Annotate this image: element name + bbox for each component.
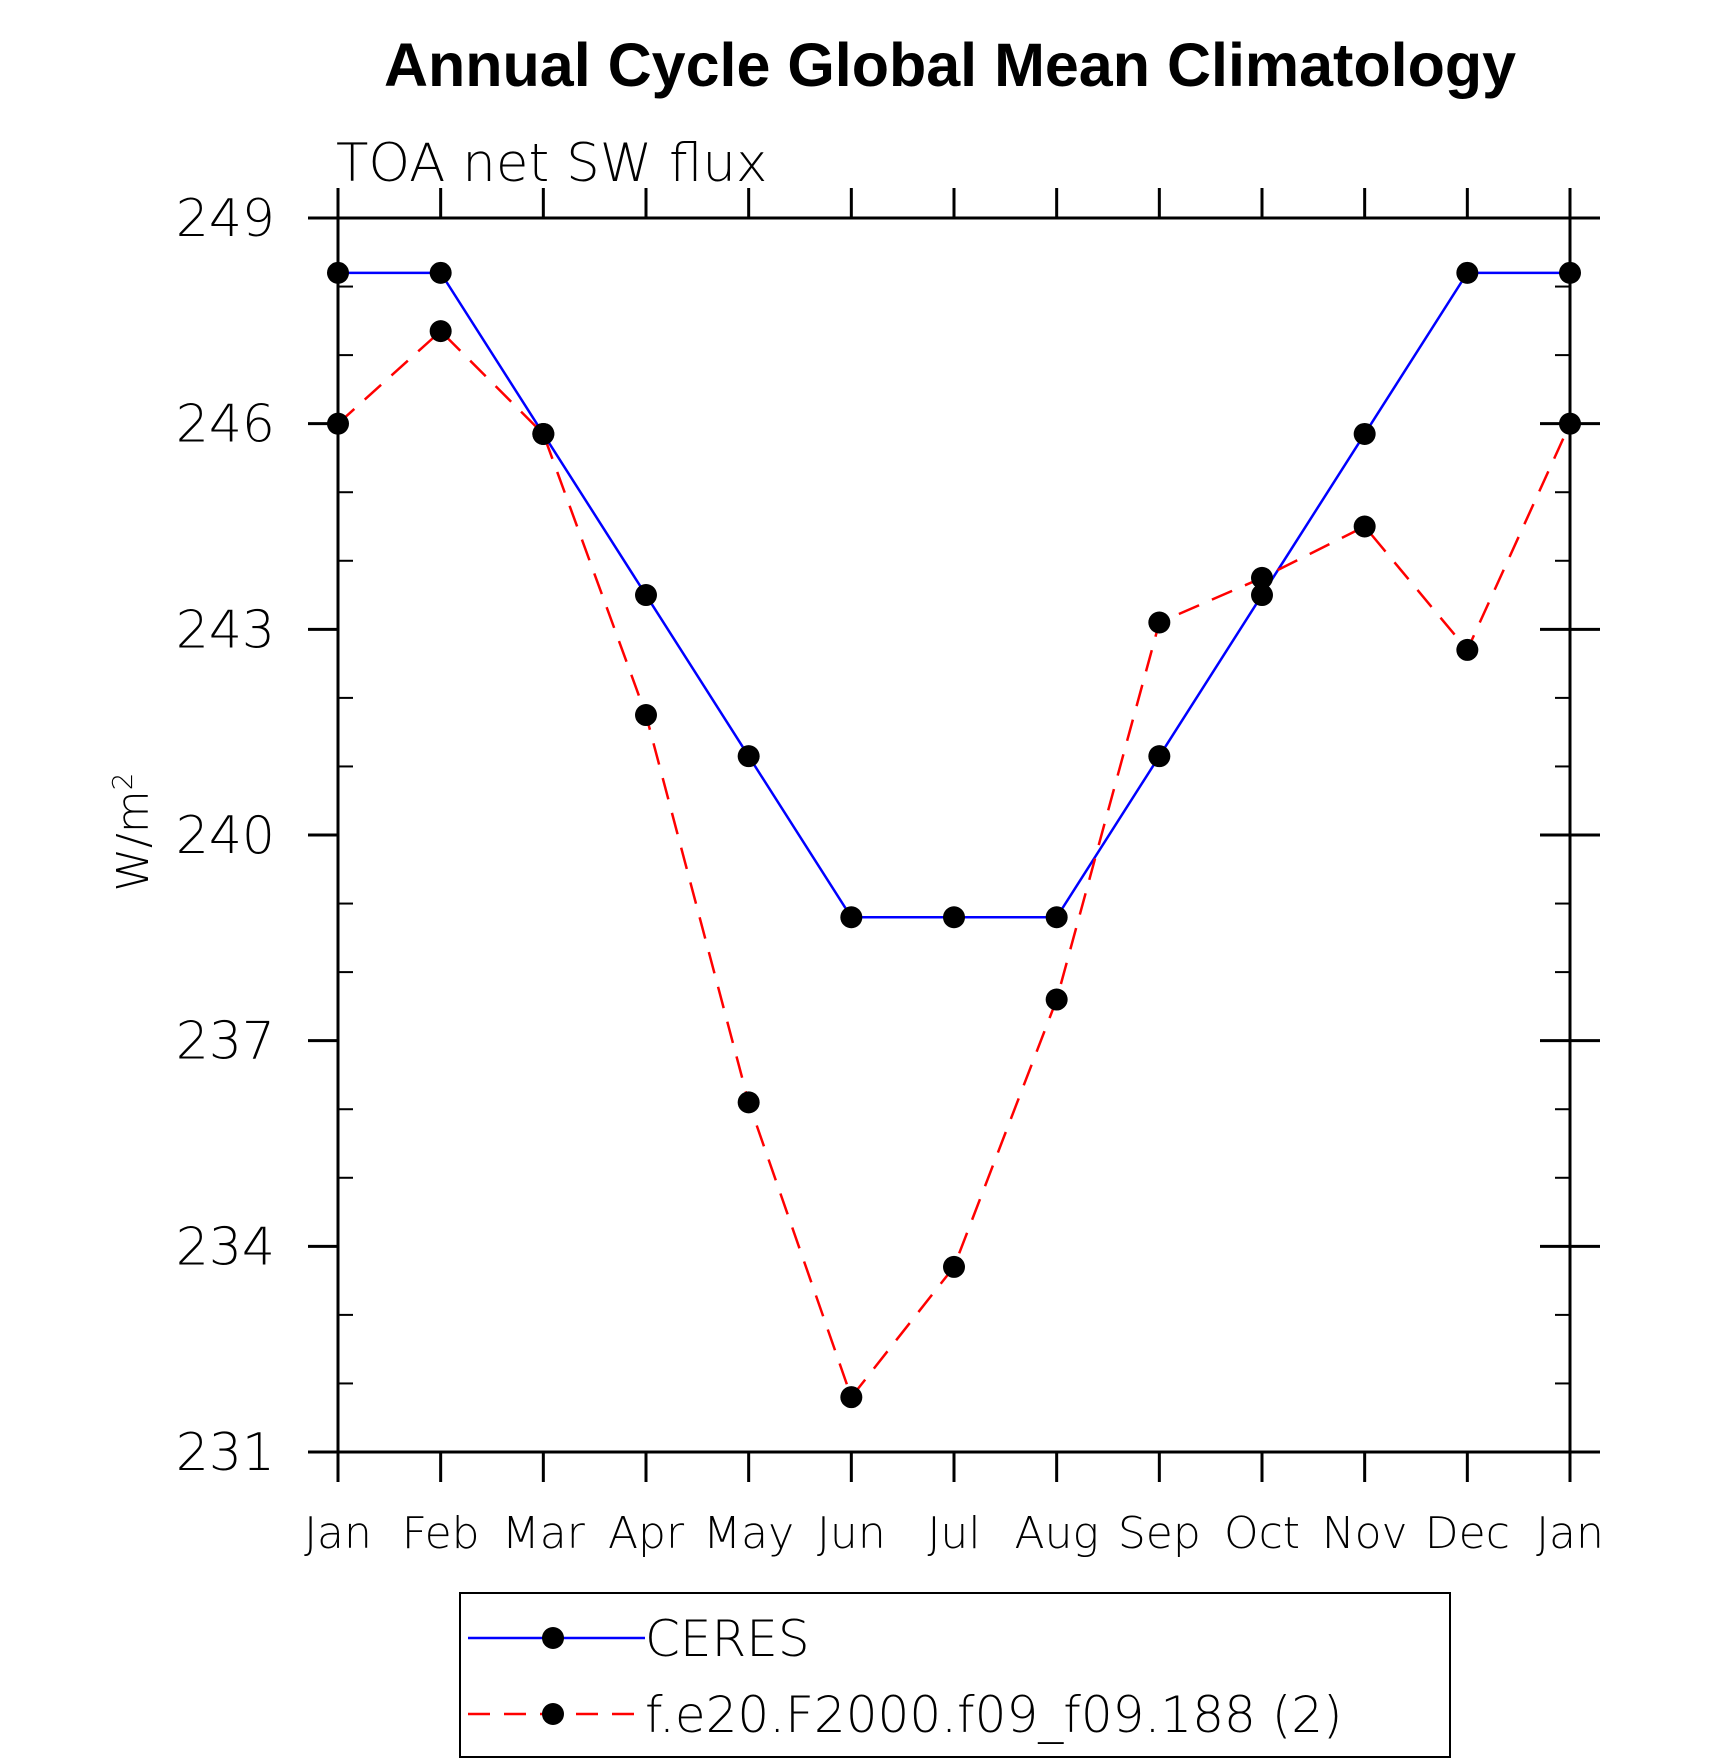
series-2-point: [429, 320, 452, 343]
plot-area: 231 234 237 240 243 246 249 Jan Feb Mar Apr May Jun J…: [176, 188, 1604, 1559]
y-tick-label: 249: [176, 189, 275, 249]
series-2-point: [1148, 611, 1171, 634]
y-tick-label: 234: [176, 1217, 275, 1277]
legend-marker-2: [542, 1703, 564, 1725]
y-axis-label: W/m2: [106, 772, 159, 891]
y-tick-label: 240: [176, 806, 275, 866]
y-tick-label: 231: [176, 1423, 275, 1483]
x-tick-label: Nov: [1322, 1508, 1408, 1559]
series-2-point: [737, 1091, 760, 1114]
x-tick-label: Aug: [1014, 1508, 1098, 1559]
series-1-point: [429, 261, 452, 284]
y-axis-label-text: W/m: [108, 790, 159, 891]
series-2-point: [635, 704, 657, 727]
y-tick-label: 243: [176, 600, 275, 660]
x-tick-label: Apr: [608, 1508, 685, 1559]
x-tick-label: Feb: [402, 1508, 480, 1559]
x-tick-label: Jan: [304, 1508, 372, 1559]
x-tick-label: Sep: [1118, 1508, 1201, 1559]
legend-box: [459, 1592, 1451, 1758]
y-tick-label: 246: [176, 395, 275, 455]
y-axis-label-superscript: 2: [106, 772, 139, 790]
series-2-point: [1353, 515, 1376, 538]
x-tick-label: Oct: [1224, 1508, 1300, 1559]
legend: CERES f.e20.F2000.f09_f09.188 (2): [459, 1592, 1451, 1758]
legend-label-1: CERES: [645, 1610, 810, 1668]
series-line-1: [338, 271, 1570, 919]
chart-subtitle: TOA net SW flux: [336, 133, 767, 194]
series-1-point: [327, 261, 349, 284]
series-2-point: [1456, 638, 1479, 661]
series-2-point: [1559, 412, 1581, 435]
series-2-point: [532, 422, 555, 445]
series-line-2: [337, 329, 1572, 1400]
x-tick-label: Dec: [1425, 1508, 1510, 1559]
x-tick-label: Jan: [1536, 1508, 1604, 1559]
series-1-point: [840, 906, 863, 929]
x-tick-label: Jul: [927, 1508, 980, 1559]
series-1-point: [943, 906, 965, 929]
x-tick-label: Mar: [502, 1508, 586, 1559]
chart-title: Annual Cycle Global Mean Climatology: [384, 31, 1516, 99]
series-2-point: [1251, 566, 1273, 589]
series-2-point: [943, 1255, 965, 1278]
series-1-point: [1045, 906, 1068, 929]
x-tick-label: Jun: [817, 1508, 886, 1559]
legend-label-2: f.e20.F2000.f09_f09.188 (2): [645, 1686, 1343, 1744]
series-1-point: [1456, 261, 1479, 284]
series-1-point: [1559, 261, 1581, 284]
y-tick-label: 237: [176, 1012, 275, 1072]
series-2-point: [840, 1386, 863, 1409]
series-2-point: [327, 412, 349, 435]
legend-marker-1: [542, 1627, 564, 1649]
series-1-point: [1148, 745, 1171, 768]
series-2-point: [1045, 988, 1068, 1011]
x-tick-label: May: [703, 1508, 794, 1559]
series-1-point: [635, 584, 657, 607]
series-1-point: [1251, 584, 1273, 607]
series-1-point: [1353, 422, 1376, 445]
series-1-point: [737, 745, 760, 768]
